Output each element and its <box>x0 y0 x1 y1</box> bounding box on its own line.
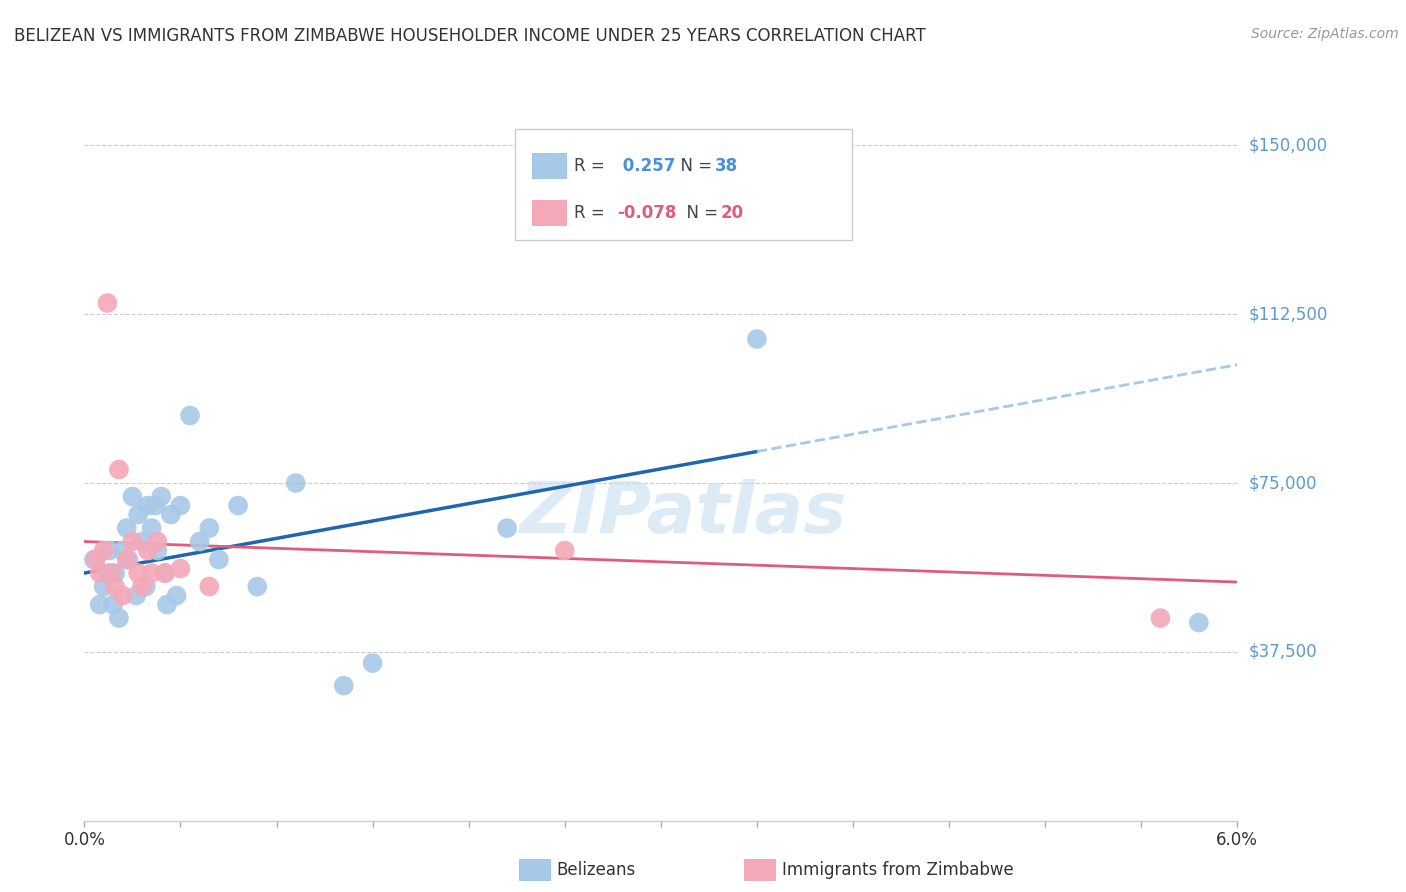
Point <box>111 543 134 558</box>
Point <box>141 521 163 535</box>
Point <box>150 490 173 504</box>
Text: $112,500: $112,500 <box>1249 305 1327 323</box>
Point <box>115 521 138 535</box>
Point <box>1149 611 1171 625</box>
Point <box>93 543 115 558</box>
Text: R =: R = <box>575 204 610 222</box>
Point <box>117 552 139 566</box>
Point <box>103 598 124 612</box>
Point <box>169 561 191 575</box>
Point <box>153 566 176 580</box>
Point <box>121 534 143 549</box>
Point <box>141 566 163 580</box>
Text: $75,000: $75,000 <box>1249 474 1317 492</box>
Point <box>179 409 201 423</box>
Point <box>554 543 576 558</box>
Text: 38: 38 <box>716 157 738 175</box>
Point <box>93 580 115 594</box>
Point <box>198 521 221 535</box>
Point <box>127 566 149 580</box>
Point <box>84 552 107 566</box>
Point <box>226 499 249 513</box>
Text: Immigrants from Zimbabwe: Immigrants from Zimbabwe <box>782 861 1014 879</box>
Point <box>198 580 221 594</box>
Point <box>332 679 354 693</box>
Point <box>208 552 231 566</box>
Point <box>169 499 191 513</box>
Point <box>136 499 159 513</box>
Text: 0.257: 0.257 <box>617 157 675 175</box>
Point <box>98 543 121 558</box>
Point <box>108 611 131 625</box>
Point <box>89 566 111 580</box>
Text: BELIZEAN VS IMMIGRANTS FROM ZIMBABWE HOUSEHOLDER INCOME UNDER 25 YEARS CORRELATI: BELIZEAN VS IMMIGRANTS FROM ZIMBABWE HOU… <box>14 27 925 45</box>
Point <box>136 543 159 558</box>
Text: $150,000: $150,000 <box>1249 136 1327 154</box>
Text: 20: 20 <box>721 204 744 222</box>
Text: -0.078: -0.078 <box>617 204 676 222</box>
Point <box>166 589 188 603</box>
Point <box>145 499 167 513</box>
Point <box>89 598 111 612</box>
Point <box>96 566 118 580</box>
Text: Belizeans: Belizeans <box>557 861 636 879</box>
Point <box>1188 615 1211 630</box>
Point <box>115 552 138 566</box>
Point <box>125 589 148 603</box>
Point <box>96 296 118 310</box>
Point <box>284 476 307 491</box>
Point <box>104 580 127 594</box>
Point <box>100 566 122 580</box>
Point <box>83 552 105 566</box>
Point <box>108 462 131 476</box>
Text: Source: ZipAtlas.com: Source: ZipAtlas.com <box>1251 27 1399 41</box>
Point <box>146 543 169 558</box>
Point <box>160 508 183 522</box>
Point <box>246 580 269 594</box>
Point <box>188 534 211 549</box>
Point <box>131 580 153 594</box>
Point <box>111 589 134 603</box>
Point <box>496 521 519 535</box>
Point <box>146 534 169 549</box>
Point <box>153 566 176 580</box>
Point <box>156 598 179 612</box>
Point <box>135 580 157 594</box>
Text: $37,500: $37,500 <box>1249 643 1317 661</box>
Point <box>361 656 384 670</box>
Point <box>104 566 127 580</box>
Text: N =: N = <box>676 204 723 222</box>
Point <box>745 332 768 346</box>
Text: ZIPatlas: ZIPatlas <box>520 479 848 548</box>
Point <box>121 490 143 504</box>
Point <box>127 508 149 522</box>
Text: N =: N = <box>671 157 717 175</box>
Text: R =: R = <box>575 157 610 175</box>
Point <box>131 534 153 549</box>
